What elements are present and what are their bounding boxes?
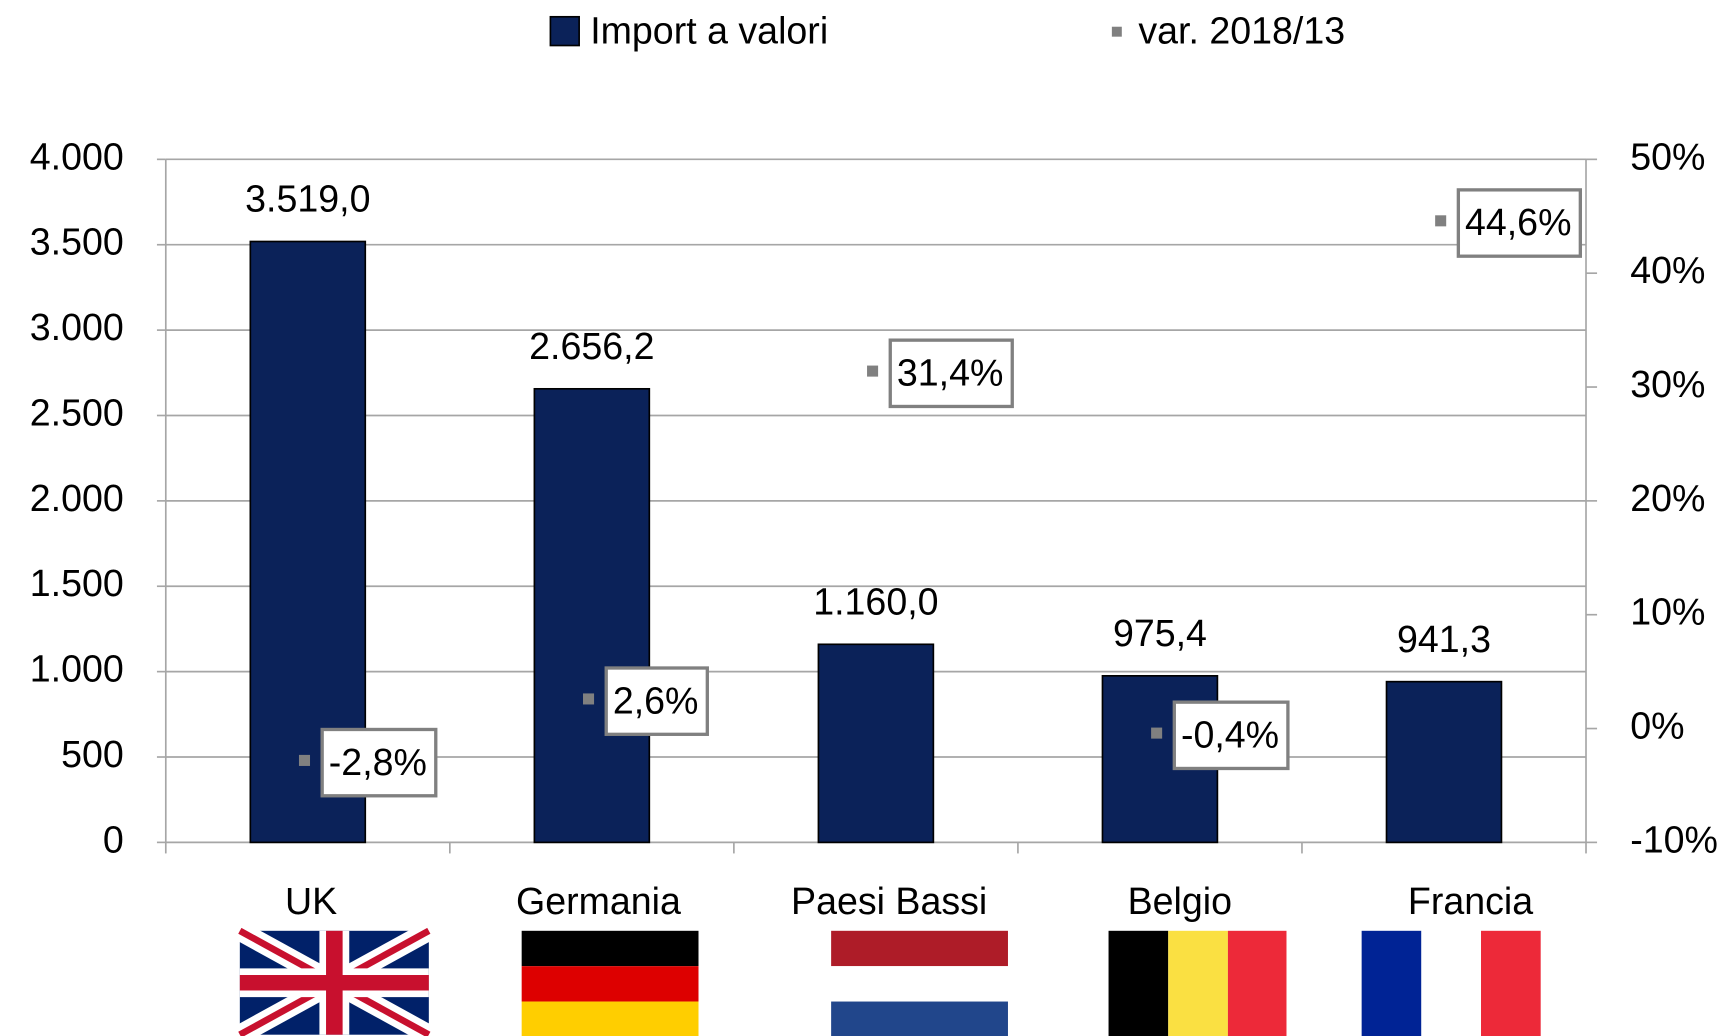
y2-tick-label: 50% <box>1630 135 1705 177</box>
data-label: -0,4% <box>1181 713 1279 755</box>
x-tick-label: Belgio <box>1128 880 1232 922</box>
bar <box>533 387 651 844</box>
flag-netherlands <box>831 930 1008 1036</box>
y2-tick-label: 30% <box>1630 363 1705 405</box>
flag-france <box>1361 930 1541 1036</box>
bar <box>817 643 935 844</box>
bar <box>1385 680 1503 844</box>
y-tick-label: 2.500 <box>30 391 124 433</box>
data-label: 2,6% <box>613 679 699 721</box>
data-label-box <box>1456 188 1582 258</box>
legend-label: Import a valori <box>590 9 828 51</box>
legend-swatch <box>549 15 580 47</box>
flags <box>235 922 1541 1036</box>
data-label-box <box>320 727 438 798</box>
y2-tick-label: -10% <box>1630 818 1718 860</box>
x-tick-label: UK <box>285 880 337 922</box>
data-label: 975,4 <box>1113 612 1207 654</box>
y-tick-label: 2.000 <box>30 477 124 519</box>
data-label: 1.160,0 <box>813 580 938 622</box>
point <box>1151 727 1163 739</box>
y-tick-label: 0 <box>103 818 124 860</box>
y-tick-label: 3.500 <box>30 221 124 263</box>
data-label: 941,3 <box>1397 618 1491 660</box>
y-tick-label: 500 <box>61 733 124 775</box>
flag-belgium <box>1108 930 1287 1036</box>
flag-uk <box>235 922 434 1036</box>
point <box>867 365 879 377</box>
data-label: -2,8% <box>329 741 427 783</box>
legend-swatch <box>1111 26 1122 37</box>
point <box>1435 215 1447 227</box>
y-tick-label: 1.500 <box>30 562 124 604</box>
y2-tick-label: 10% <box>1630 591 1705 633</box>
y-tick-label: 1.000 <box>30 648 124 690</box>
data-label-box <box>1172 700 1290 771</box>
data-label-box <box>604 666 709 736</box>
x-tick-label: Germania <box>516 880 681 922</box>
x-tick-label: Paesi Bassi <box>791 880 987 922</box>
y-tick-label: 3.000 <box>30 306 124 348</box>
x-tick-label: Francia <box>1408 880 1533 922</box>
data-label: 3.519,0 <box>245 178 370 220</box>
y2-tick-label: 20% <box>1630 477 1705 519</box>
data-label: 2.656,2 <box>529 325 654 367</box>
flag-germany <box>521 930 699 1036</box>
data-label: 44,6% <box>1465 201 1572 243</box>
y2-tick-label: 40% <box>1630 249 1705 291</box>
point <box>583 693 595 705</box>
data-label: 31,4% <box>897 351 1004 393</box>
point <box>298 754 311 766</box>
legend-label: var. 2018/13 <box>1138 9 1345 51</box>
y2-tick-label: 0% <box>1630 704 1684 746</box>
y-tick-label: 4.000 <box>30 135 124 177</box>
data-label-box <box>888 338 1014 409</box>
